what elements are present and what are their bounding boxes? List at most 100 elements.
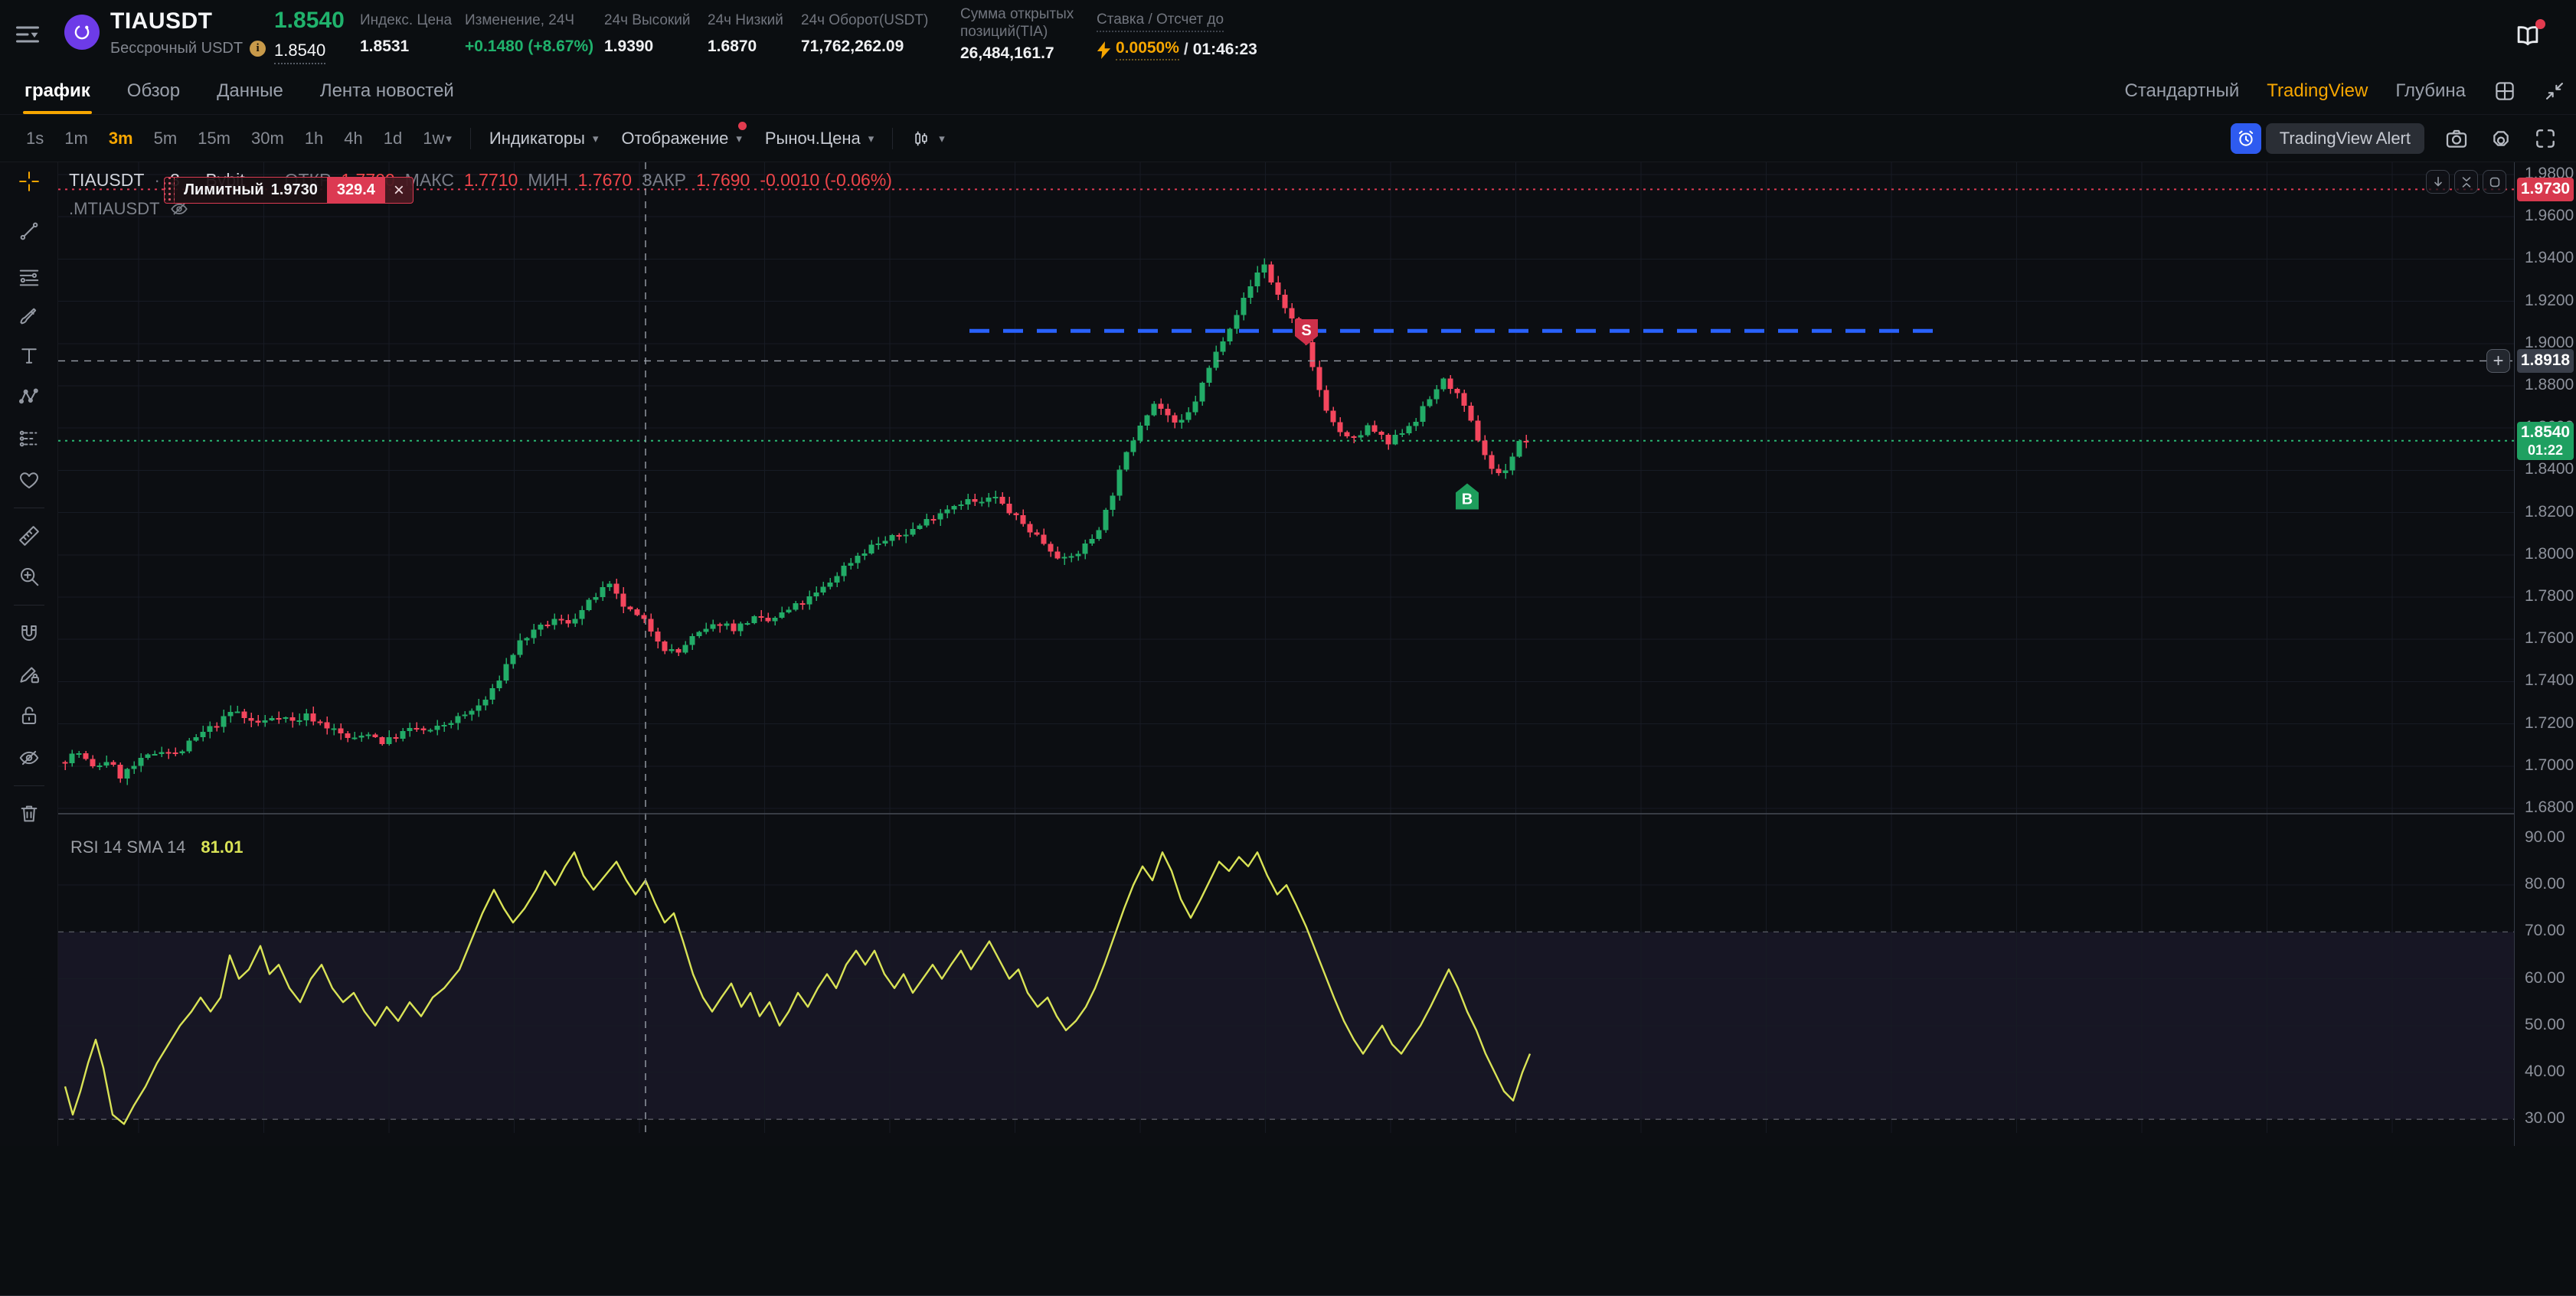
funding-rate[interactable]: 0.0050% <box>1116 39 1179 60</box>
axis-tick-label: 1.7000 <box>2525 756 2574 774</box>
brush-tool-icon[interactable] <box>11 298 47 335</box>
zoom-in-tool-icon[interactable] <box>11 558 47 595</box>
timeframe-4h[interactable]: 4h <box>344 128 363 148</box>
instrument-list-menu-icon[interactable] <box>14 17 49 52</box>
axis-tick-label: 40.00 <box>2525 1063 2565 1080</box>
timeframe-more-chevron-icon[interactable]: ▾ <box>446 132 452 145</box>
chart-settings-gear-icon[interactable] <box>2489 126 2513 151</box>
view-tab-обзор[interactable]: Обзор <box>126 80 181 101</box>
ruler-tool-icon[interactable] <box>11 517 47 554</box>
legend-high: 1.7710 <box>463 170 518 190</box>
axis-tick-label: 60.00 <box>2525 968 2565 987</box>
rsi-value: 81.01 <box>201 837 244 857</box>
chart-mode-глубина[interactable]: Глубина <box>2395 80 2466 101</box>
order-quantity: 329.4 <box>326 178 385 203</box>
rsi-indicator-label[interactable]: RSI 14 SMA 14 81.01 <box>70 837 243 857</box>
remove-drawings-tool-icon[interactable] <box>11 795 47 832</box>
stat-value: 26,484,161.7 <box>960 44 1054 62</box>
lock-all-tool-icon[interactable] <box>11 697 47 734</box>
info-icon[interactable]: i <box>250 41 266 57</box>
chart-mode-tradingview[interactable]: TradingView <box>2267 80 2368 101</box>
stat-label: 24ч Низкий <box>708 12 783 28</box>
timeframe-1h[interactable]: 1h <box>304 128 324 148</box>
sell-marker: S <box>1295 319 1318 345</box>
layout-grid-icon[interactable] <box>2493 80 2516 103</box>
view-tab-график[interactable]: график <box>23 67 92 114</box>
alarm-clock-icon <box>2230 122 2261 154</box>
favorites-heart-tool-icon[interactable] <box>11 462 47 498</box>
funding-block: Ставка / Отсчет до 0.0050% / 01:46:23 <box>1097 11 1257 60</box>
axis-tick-label: 1.6800 <box>2525 798 2574 816</box>
stat-label: 24ч Высокий <box>604 12 691 28</box>
collapse-panel-icon[interactable] <box>2544 80 2565 102</box>
xabcd-pattern-tool-icon[interactable] <box>11 378 47 415</box>
chart-style-menu[interactable]: ▾ <box>911 129 945 149</box>
axis-tick-label: 50.00 <box>2525 1015 2565 1033</box>
axis-tick-label: 1.8000 <box>2525 544 2574 563</box>
stat-value: 1.8531 <box>360 38 410 55</box>
view-tab-данные[interactable]: Данные <box>217 80 283 101</box>
fib-retracement-tool-icon[interactable] <box>11 260 47 296</box>
chart-mode-switch: Стандартный TradingView Глубина <box>2125 67 2566 114</box>
axis-tick-label: 1.9200 <box>2525 291 2574 309</box>
last-price: 1.8540 <box>274 8 345 33</box>
timeframe-1m[interactable]: 1m <box>64 128 88 148</box>
chevron-down-icon: ▾ <box>592 132 599 145</box>
chevron-down-icon: ▾ <box>736 132 742 145</box>
display-menu[interactable]: Отображение ▾ <box>621 121 747 149</box>
timeframe-15m[interactable]: 15m <box>198 128 230 148</box>
magnet-tool-icon[interactable] <box>11 615 47 652</box>
tradingview-alert-button[interactable]: TradingView Alert <box>2230 122 2424 154</box>
timeframe-1w[interactable]: 1w <box>423 128 445 148</box>
mark-price[interactable]: 1.8540 <box>274 41 326 64</box>
stat-value: 1.9390 <box>604 38 654 55</box>
collapse-pane-icon[interactable] <box>2454 170 2478 194</box>
view-tab-лента-новостей[interactable]: Лента новостей <box>319 80 454 101</box>
guide-book-icon[interactable] <box>2513 18 2547 52</box>
fullscreen-icon[interactable] <box>2533 126 2558 151</box>
display-menu-badge <box>737 121 747 130</box>
drag-handle-icon[interactable] <box>165 178 175 203</box>
drawing-edit-lock-tool-icon[interactable] <box>11 655 47 692</box>
chart-plot-area[interactable]: SB TIAUSDT· 3· Bybit ОТКР1.7700 МАКС1.77… <box>58 162 2514 1146</box>
timeframe-30m[interactable]: 30m <box>250 128 284 148</box>
indicators-menu[interactable]: Индикаторы ▾ <box>489 128 599 148</box>
axis-tick-label: 1.9000 <box>2525 333 2574 351</box>
timeframe-3m[interactable]: 3m <box>108 128 133 148</box>
price-chart-canvas[interactable]: SB <box>58 162 2514 1146</box>
axis-tick-label: 80.00 <box>2525 875 2565 893</box>
symbol-title[interactable]: TIAUSDT <box>110 8 213 34</box>
timeframe-1s[interactable]: 1s <box>26 128 44 148</box>
scroll-to-realtime-icon[interactable] <box>2426 170 2450 194</box>
eye-hidden-icon[interactable] <box>169 199 189 219</box>
crosshair-tool-icon[interactable] <box>11 163 47 200</box>
order-price: 1.9730 <box>270 181 318 198</box>
chart-mode-стандартный[interactable]: Стандартный <box>2124 80 2240 101</box>
crosshair-price-label: 1.8918 <box>2517 348 2574 373</box>
chart-toolbar: 1s 1m 3m 5m 15m 30m 1h 4h 1d 1w ▾ Индикаторы ▾ Ото… <box>0 115 2576 162</box>
hide-drawings-tool-icon[interactable] <box>11 739 47 776</box>
text-tool-icon[interactable] <box>11 338 47 374</box>
axis-tick-label: 1.7400 <box>2525 671 2574 690</box>
screenshot-camera-icon[interactable] <box>2444 126 2469 151</box>
candlestick-style-icon <box>915 131 927 145</box>
cancel-order-icon[interactable]: × <box>384 178 413 203</box>
axis-tick-label: 1.7600 <box>2525 629 2574 648</box>
pane-controls <box>2426 170 2506 194</box>
grid-lines <box>58 162 2514 1133</box>
timeframe-1d[interactable]: 1d <box>383 128 403 148</box>
trend-line-tool-icon[interactable] <box>11 213 47 250</box>
timeframe-group: 1s 1m 3m 5m 15m 30m 1h 4h 1d 1w <box>26 129 444 149</box>
funding-label[interactable]: Ставка / Отсчет до <box>1097 11 1224 32</box>
drawing-tools-sidebar <box>0 162 58 1146</box>
market-price-menu[interactable]: Рыноч.Цена ▾ <box>764 128 874 148</box>
timeframe-5m[interactable]: 5m <box>153 128 178 148</box>
price-axis[interactable]: 1.98001.96001.94001.92001.90001.88001.86… <box>2514 162 2576 1146</box>
forecast-tool-icon[interactable] <box>11 420 47 457</box>
limit-order-tag[interactable]: Лимитный 1.9730 329.4 × <box>164 177 414 204</box>
chart-region: SB TIAUSDT· 3· Bybit ОТКР1.7700 МАКС1.77… <box>0 162 2576 1296</box>
hidden-indicator-row: .MTIAUSDT <box>69 199 189 219</box>
stat-column: 24ч Низкий 1.6870 <box>708 11 783 56</box>
add-alert-plus-icon[interactable]: + <box>2486 349 2510 373</box>
maximize-pane-icon[interactable] <box>2483 170 2506 194</box>
